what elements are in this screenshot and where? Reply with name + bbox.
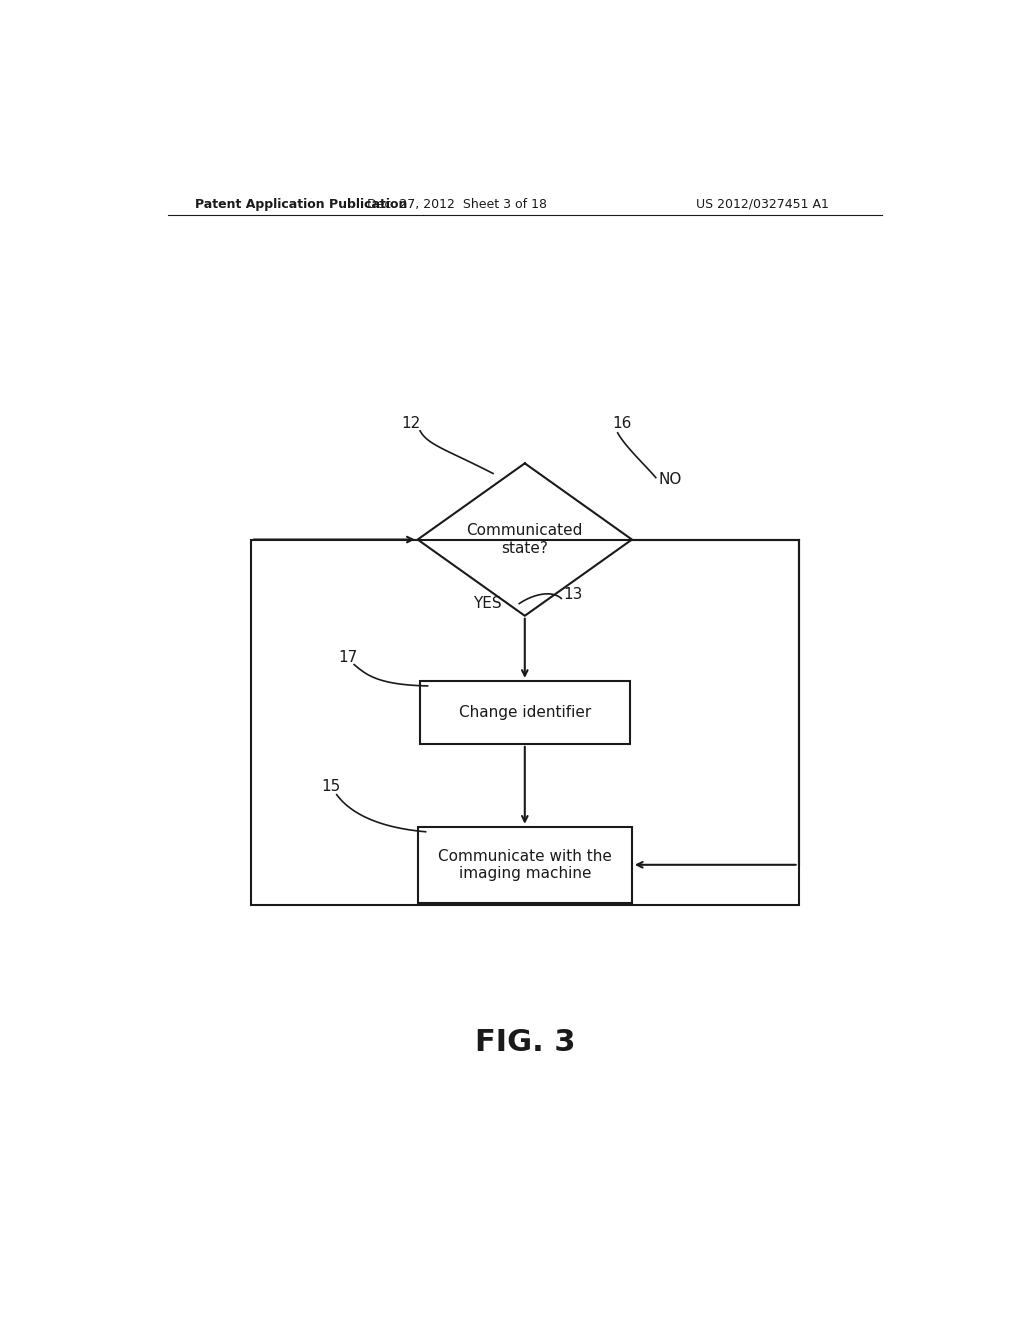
Text: Change identifier: Change identifier bbox=[459, 705, 591, 719]
Bar bbox=[420, 681, 630, 744]
Text: Patent Application Publication: Patent Application Publication bbox=[196, 198, 408, 211]
Text: 15: 15 bbox=[321, 779, 340, 793]
Text: 16: 16 bbox=[612, 416, 632, 430]
Text: 17: 17 bbox=[338, 649, 357, 664]
Bar bbox=[251, 540, 799, 906]
Text: 13: 13 bbox=[563, 586, 583, 602]
Text: US 2012/0327451 A1: US 2012/0327451 A1 bbox=[696, 198, 829, 211]
Text: NO: NO bbox=[658, 471, 682, 487]
Bar bbox=[418, 826, 632, 903]
Text: YES: YES bbox=[473, 595, 502, 611]
Text: FIG. 3: FIG. 3 bbox=[474, 1028, 575, 1057]
Text: 12: 12 bbox=[401, 416, 421, 430]
Text: Dec. 27, 2012  Sheet 3 of 18: Dec. 27, 2012 Sheet 3 of 18 bbox=[368, 198, 548, 211]
Text: Communicate with the
imaging machine: Communicate with the imaging machine bbox=[438, 849, 611, 880]
Text: Communicated
state?: Communicated state? bbox=[467, 523, 583, 556]
